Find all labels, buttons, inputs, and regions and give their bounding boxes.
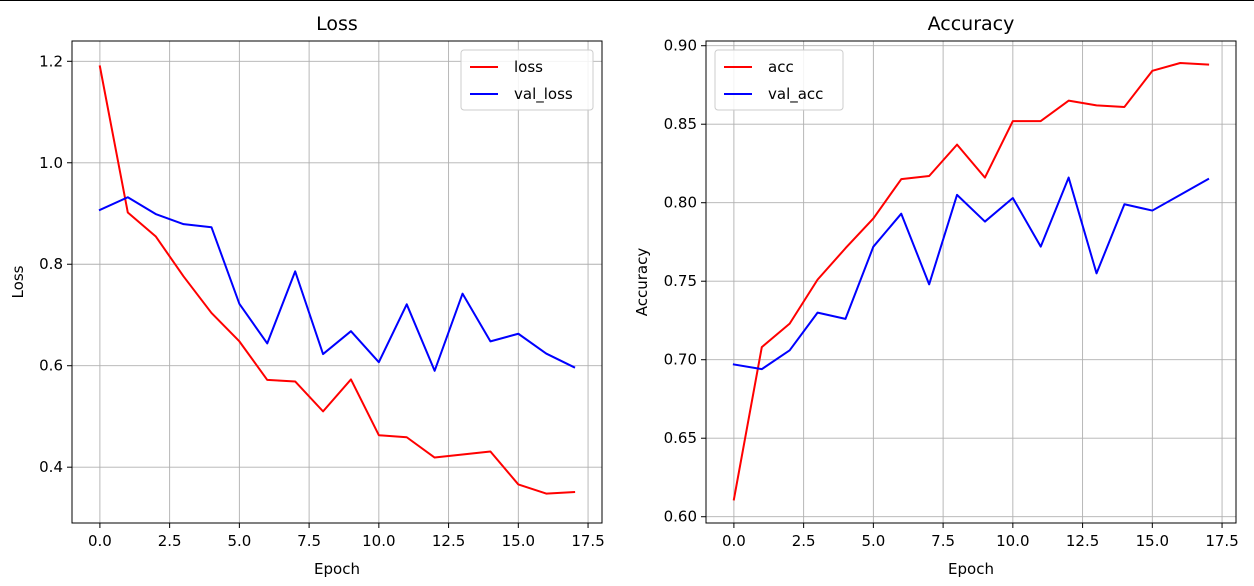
chart0-xtick-label: 0.0 [88, 532, 112, 550]
chart0-xtick-label: 5.0 [227, 532, 251, 550]
chart1-ytick-label: 0.65 [664, 429, 697, 447]
chart1-xtick-label: 15.0 [1136, 532, 1169, 550]
chart1-ytick-label: 0.60 [664, 508, 697, 526]
chart1-series-acc-line [732, 61, 1210, 501]
chart0-xtick-label: 17.5 [571, 532, 604, 550]
chart1-xtick-label: 12.5 [1066, 532, 1099, 550]
chart1-xtick-label: 5.0 [861, 532, 885, 550]
chart1-title: Accuracy [928, 13, 1015, 35]
chart1-ytick-label: 0.90 [664, 37, 697, 55]
chart0-series-val_loss-line [98, 196, 576, 372]
chart0-series-loss-line [98, 65, 576, 495]
chart1-xtick-label: 17.5 [1205, 532, 1238, 550]
chart0-loss-panel: 0.0 2.5 5.0 7.5 10.0 12.5 15.0 17.5 0.4 0.6 0.8 1.0… [9, 13, 605, 578]
chart0-ytick-label: 1.2 [39, 52, 63, 70]
chart1-ytick-label: 0.80 [664, 194, 697, 212]
chart1-ylabel: Accuracy [633, 248, 651, 317]
chart1-xlabel: Epoch [948, 560, 994, 578]
chart1-xtick-label: 7.5 [931, 532, 955, 550]
chart1-xtick-label: 0.0 [722, 532, 746, 550]
chart0-xlabel: Epoch [314, 560, 360, 578]
chart1-legend-label-val_acc: val_acc [768, 85, 823, 104]
chart1-ytick-label: 0.85 [664, 115, 697, 133]
chart0-legend-label-loss: loss [514, 58, 543, 76]
chart0-ytick-label: 0.6 [39, 357, 63, 375]
chart0-ytick-label: 0.8 [39, 255, 63, 273]
chart0-ylabel: Loss [9, 265, 27, 298]
chart0-xtick-label: 12.5 [432, 532, 465, 550]
chart0-xtick-label: 10.0 [362, 532, 395, 550]
chart1-accuracy-panel: 0.0 2.5 5.0 7.5 10.0 12.5 15.0 17.5 0.60 0.65 0.70… [633, 13, 1239, 578]
chart1-ytick-label: 0.75 [664, 272, 697, 290]
chart0-plot-frame [71, 40, 603, 524]
chart1-legend: acc val_acc [714, 49, 844, 111]
chart0-ytick-label: 0.4 [39, 458, 63, 476]
chart0-xtick-label: 7.5 [297, 532, 321, 550]
chart0-legend-label-val_loss: val_loss [514, 85, 573, 104]
chart1-ytick-label: 0.70 [664, 351, 697, 369]
chart0-ytick-label: 1.0 [39, 154, 63, 172]
chart1-legend-label-acc: acc [768, 58, 794, 76]
chart0-title: Loss [316, 13, 358, 35]
chart1-series-val_acc-line [732, 176, 1210, 371]
chart0-xtick-label: 15.0 [502, 532, 535, 550]
chart1-plot-frame [705, 40, 1237, 524]
chart0-xtick-label: 2.5 [158, 532, 182, 550]
chart1-xtick-label: 2.5 [792, 532, 816, 550]
chart1-xtick-label: 10.0 [996, 532, 1029, 550]
top-border [0, 0, 1254, 1]
chart0-legend: loss val_loss [460, 49, 594, 111]
